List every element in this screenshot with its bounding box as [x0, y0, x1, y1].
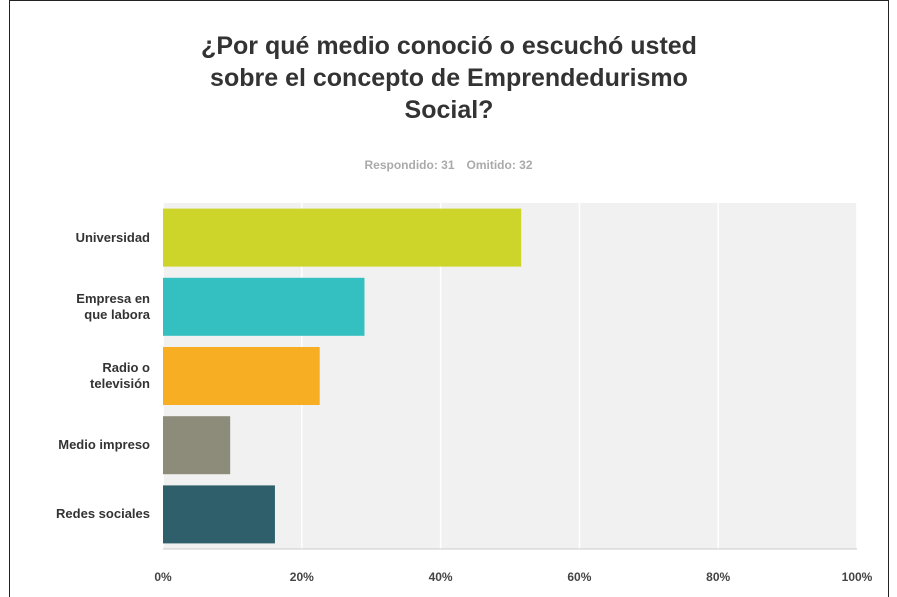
- x-tick-label: 20%: [290, 570, 314, 584]
- bar: [163, 208, 522, 267]
- x-tick-label: 100%: [842, 570, 873, 584]
- bar: [163, 485, 275, 544]
- y-tick-label: Universidad: [20, 230, 150, 246]
- x-tick-label: 80%: [706, 570, 730, 584]
- category-label: Empresa en que labora: [76, 290, 150, 322]
- category-label: Medio impreso: [58, 437, 150, 453]
- y-tick-label: Radio o televisión: [20, 360, 150, 392]
- bar: [163, 347, 320, 405]
- category-label: Universidad: [75, 229, 150, 245]
- answered: Respondido: 31: [364, 158, 455, 172]
- skipped: Omitido: 32: [466, 158, 533, 172]
- y-tick-label: Redes sociales: [20, 506, 150, 522]
- subtitle: Respondido: 31 Omitido: 32: [0, 158, 897, 172]
- frame: [9, 0, 889, 597]
- y-tick-label: Empresa en que labora: [20, 291, 150, 323]
- y-tick-label: Medio impreso: [20, 437, 150, 453]
- category-label: Radio o televisión: [90, 360, 150, 391]
- bar: [163, 416, 231, 475]
- chart-title: ¿Por qué medio conoció o escuchó usted s…: [201, 32, 697, 124]
- x-tick-label: 60%: [567, 570, 591, 584]
- category-label: Redes sociales: [56, 506, 150, 522]
- bar: [163, 277, 365, 336]
- x-tick-label: 40%: [429, 570, 453, 584]
- x-tick-label: 0%: [154, 570, 172, 584]
